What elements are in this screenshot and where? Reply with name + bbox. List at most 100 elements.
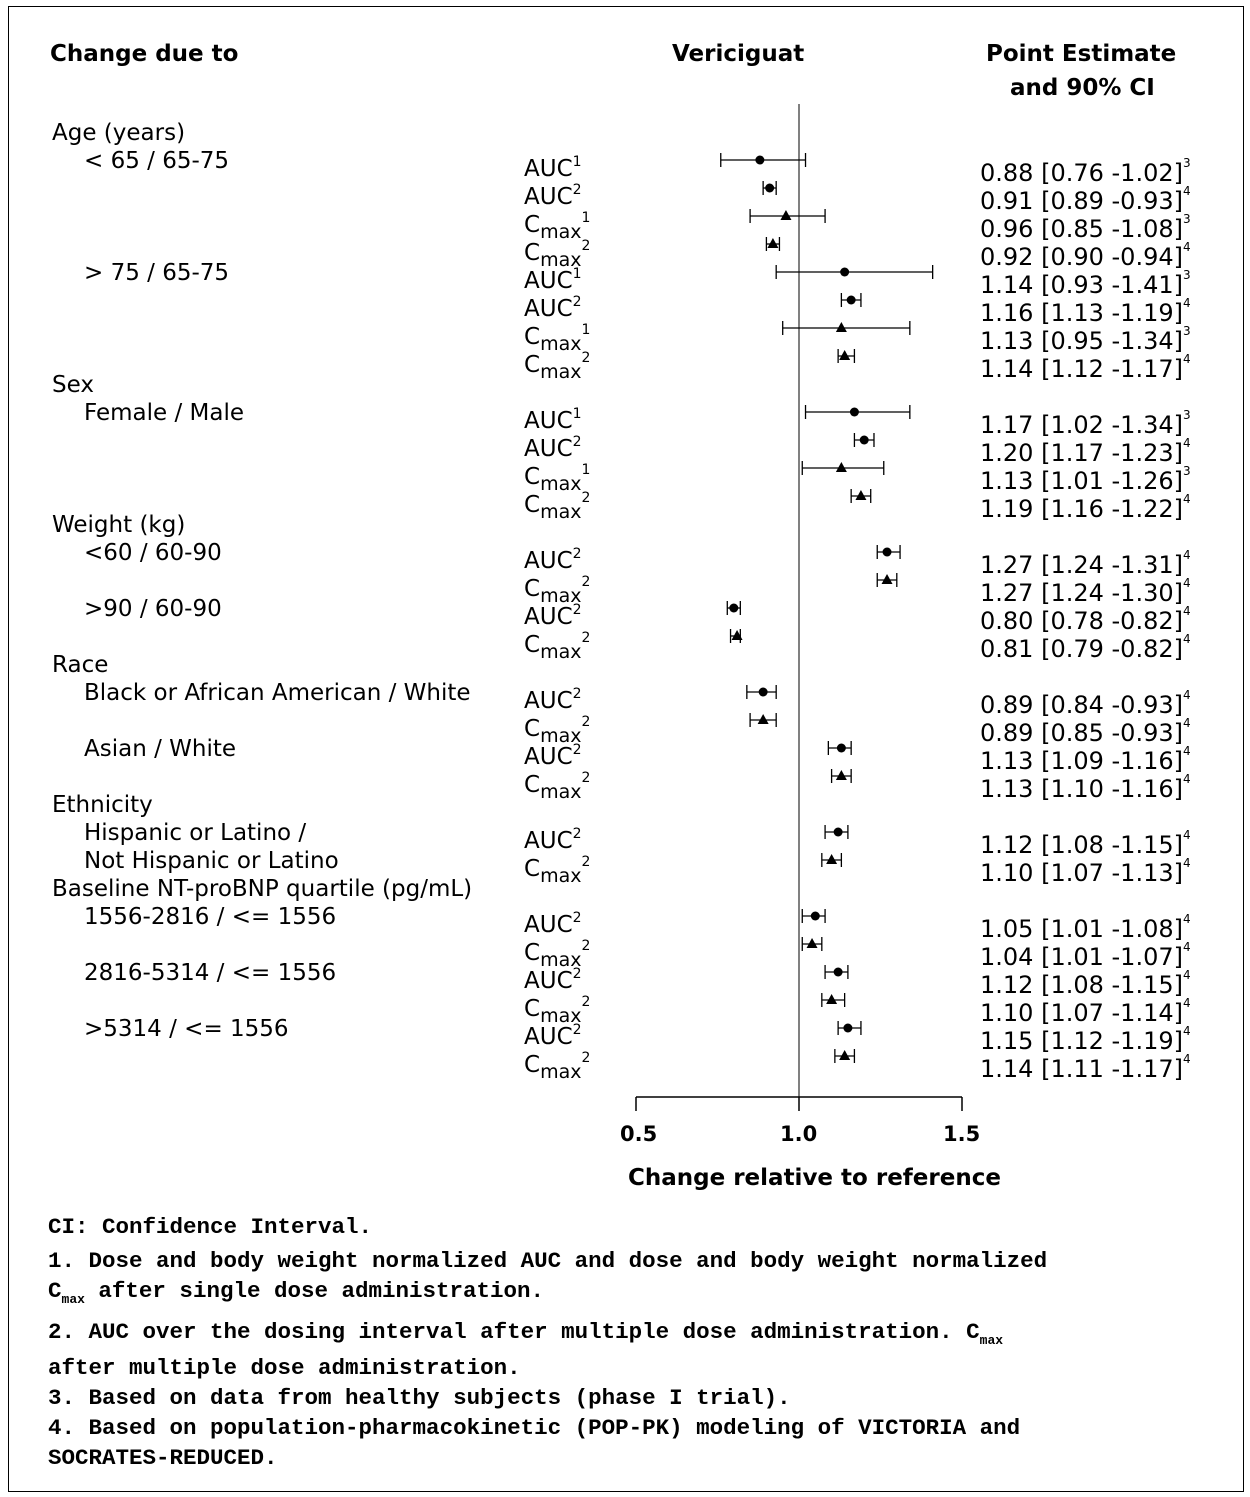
estimate-footnote: 3 [1182, 408, 1191, 422]
metric-subscript: max [540, 473, 582, 495]
point-marker-triangle [767, 238, 779, 248]
metric-name: C [524, 716, 541, 742]
confidence-interval: [1.01 -1.08] [1041, 915, 1183, 943]
confidence-interval: [1.02 -1.34] [1041, 411, 1183, 439]
metric-name: AUC [524, 912, 573, 938]
metric-superscript: 1 [581, 462, 591, 478]
subgroup-label: Not Hispanic or Latino [84, 848, 339, 874]
metric-label: Cmax2 [524, 569, 590, 609]
point-marker-triangle [835, 462, 847, 472]
metric-label: Cmax2 [524, 233, 590, 273]
metric-label: Cmax1 [524, 205, 590, 245]
estimate-footnote: 4 [1182, 604, 1191, 618]
metric-label: AUC2 [524, 541, 582, 574]
point-marker-triangle [757, 714, 769, 724]
estimate-text: 1.12 [1.08 -1.15]4 [980, 822, 1191, 858]
metric-superscript: 2 [581, 490, 591, 506]
footnote-2-text: 2. AUC over the dosing interval after mu… [48, 1319, 980, 1345]
header-estimate-line2: and 90% CI [1010, 75, 1155, 101]
point-estimate: 0.80 [980, 607, 1042, 635]
estimate-text: 1.12 [1.08 -1.15]4 [980, 962, 1191, 998]
metric-name: AUC [524, 828, 573, 854]
footnote-1-line1: 1. Dose and body weight normalized AUC a… [48, 1248, 1048, 1274]
point-marker-circle [758, 687, 768, 697]
point-marker-triangle [839, 1050, 851, 1060]
point-marker-circle [755, 155, 765, 165]
point-marker-circle [840, 267, 850, 277]
metric-superscript: 2 [581, 994, 591, 1010]
subgroup-label: >90 / 60-90 [84, 596, 222, 622]
confidence-interval: [1.12 -1.17] [1041, 355, 1183, 383]
estimate-text: 1.27 [1.24 -1.31]4 [980, 542, 1191, 578]
point-marker-circle [846, 295, 856, 305]
metric-superscript: 2 [581, 854, 591, 870]
metric-superscript: 2 [572, 910, 582, 926]
estimate-footnote: 3 [1182, 464, 1191, 478]
confidence-interval: [0.76 -1.02] [1041, 159, 1183, 187]
metric-superscript: 1 [581, 210, 591, 226]
estimate-text: 1.13 [0.95 -1.34]3 [980, 318, 1191, 354]
point-marker-triangle [839, 350, 851, 360]
estimate-text: 1.10 [1.07 -1.13]4 [980, 850, 1191, 886]
metric-name: C [524, 352, 541, 378]
confidence-interval: [0.85 -1.08] [1041, 215, 1183, 243]
footnote-3: 3. Based on data from healthy subjects (… [48, 1385, 791, 1411]
metric-subscript: max [540, 221, 582, 243]
figure-frame [8, 6, 1244, 1492]
point-marker-triangle [826, 854, 838, 864]
estimate-footnote: 4 [1182, 828, 1191, 842]
point-estimate: 1.04 [980, 943, 1042, 971]
estimate-footnote: 4 [1182, 856, 1191, 870]
metric-subscript: max [540, 725, 582, 747]
footnote-4-line1: 4. Based on population-pharmacokinetic (… [48, 1415, 1021, 1441]
estimate-footnote: 4 [1182, 492, 1191, 506]
point-estimate: 1.10 [980, 859, 1042, 887]
estimate-footnote: 4 [1182, 968, 1191, 982]
confidence-interval: [1.01 -1.26] [1041, 467, 1183, 495]
metric-name: AUC [524, 268, 573, 294]
point-estimate: 1.19 [980, 495, 1042, 523]
subgroup-label: >5314 / <= 1556 [84, 1016, 289, 1042]
metric-superscript: 1 [572, 266, 582, 282]
confidence-interval: [1.08 -1.15] [1041, 971, 1183, 999]
metric-label: Cmax1 [524, 317, 590, 357]
point-estimate: 1.15 [980, 1027, 1042, 1055]
metric-subscript: max [540, 249, 582, 271]
subgroup-label: < 65 / 65-75 [84, 148, 230, 174]
metric-name: AUC [524, 1024, 573, 1050]
metric-name: C [524, 856, 541, 882]
header-change-due-to: Change due to [50, 41, 239, 67]
footnote-2-line1: 2. AUC over the dosing interval after mu… [48, 1319, 1003, 1354]
metric-label: AUC2 [524, 961, 582, 994]
estimate-footnote: 4 [1182, 940, 1191, 954]
metric-label: Cmax2 [524, 765, 590, 805]
metric-superscript: 1 [572, 154, 582, 170]
footnote-ci: CI: Confidence Interval. [48, 1214, 373, 1240]
metric-label: AUC2 [524, 737, 582, 770]
estimate-footnote: 4 [1182, 688, 1191, 702]
point-estimate: 1.16 [980, 299, 1042, 327]
estimate-text: 0.89 [0.85 -0.93]4 [980, 710, 1191, 746]
metric-name: C [524, 1052, 541, 1078]
subgroup-label: > 75 / 65-75 [84, 260, 230, 286]
metric-label: AUC1 [524, 261, 582, 294]
confidence-interval: [1.24 -1.30] [1041, 579, 1183, 607]
header-drug: Vericiguat [672, 41, 805, 67]
point-marker-triangle [855, 490, 867, 500]
metric-label: Cmax2 [524, 485, 590, 525]
confidence-interval: [0.85 -0.93] [1041, 719, 1183, 747]
point-estimate: 1.13 [980, 327, 1042, 355]
point-estimate: 0.81 [980, 635, 1042, 663]
estimate-text: 1.13 [1.09 -1.16]4 [980, 738, 1191, 774]
estimate-text: 0.91 [0.89 -0.93]4 [980, 178, 1191, 214]
metric-name: AUC [524, 436, 573, 462]
metric-name: C [524, 576, 541, 602]
x-axis-title: Change relative to reference [628, 1165, 1001, 1191]
point-estimate: 0.89 [980, 719, 1042, 747]
subgroup-label: Hispanic or Latino / [84, 820, 307, 846]
subgroup-label: Black or African American / White [84, 680, 471, 706]
estimate-footnote: 3 [1182, 268, 1191, 282]
metric-label: AUC1 [524, 149, 582, 182]
estimate-footnote: 3 [1182, 212, 1191, 226]
estimate-text: 1.14 [1.11 -1.17]4 [980, 1046, 1191, 1082]
